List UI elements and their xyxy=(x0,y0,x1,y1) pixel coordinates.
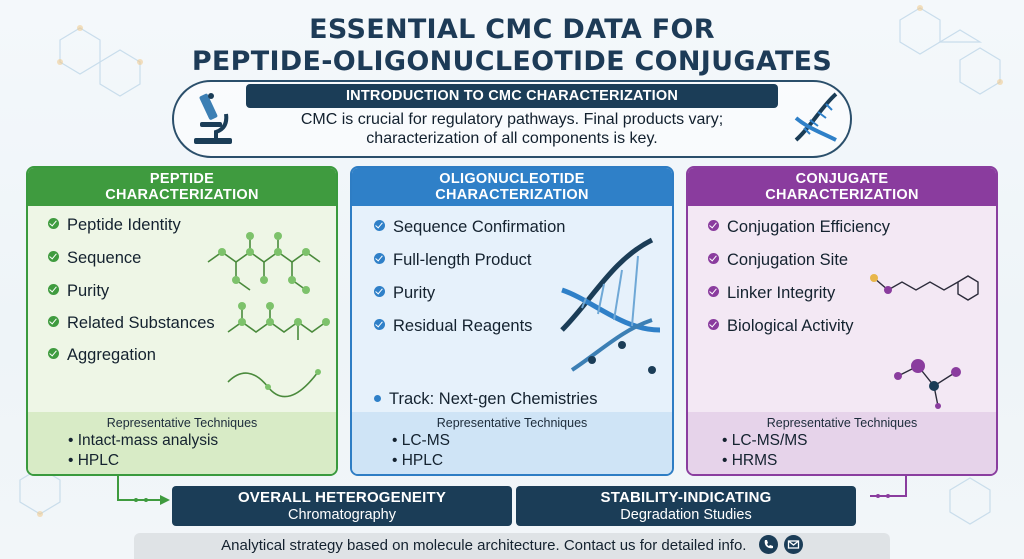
technique-label: HPLC xyxy=(401,452,444,469)
technique-label: Intact-mass analysis xyxy=(77,432,219,449)
peptide-techniques: Representative Techniques • Intact-mass … xyxy=(28,412,336,474)
conjugate-panel-body: Conjugation Efficiency Conjugation Site … xyxy=(688,206,996,412)
intro-line-1: CMC is crucial for regulatory pathways. … xyxy=(300,111,724,128)
peptide-item-label: Purity xyxy=(67,282,110,300)
peptide-item: Sequence xyxy=(48,249,141,268)
peptide-item-label: Sequence xyxy=(67,249,142,267)
peptide-item: Related Substances xyxy=(48,314,215,333)
track-next-gen: Track: Next-gen Chemistries xyxy=(374,390,597,409)
oligo-title-line-1: OLIGONUCLEOTIDE xyxy=(439,171,585,187)
footer-text: Analytical strategy based on molecule ar… xyxy=(221,537,747,554)
dna-icon xyxy=(794,92,838,142)
linker-molecule-illustration xyxy=(870,274,979,409)
conjugate-panel: CONJUGATE CHARACTERIZATION Conjugation E… xyxy=(686,166,998,476)
overall-heterogeneity-box: OVERALL HETEROGENEITY Chromatography xyxy=(172,486,512,526)
intro-text: CMC is crucial for regulatory pathways. … xyxy=(250,110,774,148)
techniques-title: Representative Techniques xyxy=(106,416,258,430)
oligo-item-label: Sequence Confirmation xyxy=(393,218,566,236)
conjugate-item: Conjugation Site xyxy=(708,251,848,270)
oligonucleotide-panel-body: Sequence Confirmation Full-length Produc… xyxy=(352,206,672,412)
microscope-icon xyxy=(194,93,232,144)
phone-icon[interactable] xyxy=(758,535,778,554)
check-icon xyxy=(48,218,59,229)
page-title: ESSENTIAL CMC DATA FOR PEPTIDE-OLIGONUCL… xyxy=(0,14,1024,78)
oligo-item-label: Full-length Product xyxy=(393,251,532,269)
peptide-item-label: Aggregation xyxy=(67,346,156,364)
technique-item: • Intact-mass analysis xyxy=(68,432,219,449)
oligonucleotide-techniques: Representative Techniques • LC-MS • HPLC xyxy=(352,412,672,474)
check-icon xyxy=(48,251,59,262)
technique-label: LC-MS/MS xyxy=(731,432,808,449)
conjugate-item: Biological Activity xyxy=(708,317,854,336)
check-icon xyxy=(708,286,719,297)
conjugate-item-label: Linker Integrity xyxy=(727,284,836,302)
title-line-2: PEPTIDE-OLIGONUCLEOTIDE CONJUGATES xyxy=(191,46,833,77)
check-icon xyxy=(374,319,385,330)
oligo-item-label: Purity xyxy=(393,284,436,302)
peptide-panel: PEPTIDE CHARACTERIZATION Peptide Identit… xyxy=(26,166,338,476)
oligo-item: Sequence Confirmation xyxy=(374,218,565,237)
conjugate-title-line-1: CONJUGATE xyxy=(795,171,889,187)
intro-line-2: characterization of all components is ke… xyxy=(366,130,658,147)
oligo-item: Residual Reagents xyxy=(374,317,532,336)
intro-heading: INTRODUCTION TO CMC CHARACTERIZATION xyxy=(246,84,778,108)
contact-icons xyxy=(757,535,803,559)
technique-item: • HRMS xyxy=(722,452,778,469)
check-icon xyxy=(374,220,385,231)
oligo-item: Full-length Product xyxy=(374,251,532,270)
conjugate-title-line-2: CHARACTERIZATION xyxy=(765,187,919,203)
check-icon xyxy=(374,253,385,264)
check-icon xyxy=(374,286,385,297)
peptide-panel-body: Peptide Identity Sequence Purity Related… xyxy=(28,206,336,412)
bottom-box-title: STABILITY-INDICATING xyxy=(600,489,772,506)
email-icon[interactable] xyxy=(783,535,803,554)
check-icon xyxy=(48,316,59,327)
conjugate-item-label: Conjugation Site xyxy=(727,251,849,269)
conjugate-item: Linker Integrity xyxy=(708,284,835,303)
bottom-box-subtitle: Chromatography xyxy=(288,507,396,523)
conjugate-panel-header: CONJUGATE CHARACTERIZATION xyxy=(688,168,996,206)
peptide-panel-header: PEPTIDE CHARACTERIZATION xyxy=(28,168,336,206)
bullet-icon xyxy=(374,395,381,402)
dna-helix-illustration xyxy=(560,237,661,374)
peptide-item: Peptide Identity xyxy=(48,216,181,235)
technique-item: • LC-MS xyxy=(392,432,450,449)
technique-label: HPLC xyxy=(77,452,120,469)
technique-item: • LC-MS/MS xyxy=(722,432,808,449)
oligonucleotide-panel: OLIGONUCLEOTIDE CHARACTERIZATION Sequenc… xyxy=(350,166,674,476)
technique-label: HRMS xyxy=(731,452,778,469)
peptide-chain-illustration xyxy=(207,232,330,398)
peptide-item: Aggregation xyxy=(48,346,156,365)
stability-indicating-box: STABILITY-INDICATING Degradation Studies xyxy=(516,486,856,526)
oligo-item: Purity xyxy=(374,284,435,303)
conjugate-techniques: Representative Techniques • LC-MS/MS • H… xyxy=(688,412,996,474)
peptide-item-label: Related Substances xyxy=(67,314,215,332)
technique-item: • HPLC xyxy=(68,452,120,469)
check-icon xyxy=(708,319,719,330)
bottom-box-subtitle: Degradation Studies xyxy=(620,507,752,523)
check-icon xyxy=(708,253,719,264)
techniques-title: Representative Techniques xyxy=(766,416,918,430)
peptide-item: Purity xyxy=(48,282,109,301)
conjugate-item-label: Conjugation Efficiency xyxy=(727,218,890,236)
check-icon xyxy=(48,348,59,359)
track-label: Track: Next-gen Chemistries xyxy=(389,390,598,408)
footer: Analytical strategy based on molecule ar… xyxy=(134,533,890,559)
technique-label: LC-MS xyxy=(401,432,450,449)
title-line-1: ESSENTIAL CMC DATA FOR xyxy=(309,14,715,45)
conjugate-item-label: Biological Activity xyxy=(727,317,854,335)
conjugate-item: Conjugation Efficiency xyxy=(708,218,890,237)
bottom-box-title: OVERALL HETEROGENEITY xyxy=(237,489,447,506)
technique-item: • HPLC xyxy=(392,452,444,469)
techniques-title: Representative Techniques xyxy=(436,416,588,430)
peptide-item-label: Peptide Identity xyxy=(67,216,181,234)
oligo-title-line-2: CHARACTERIZATION xyxy=(435,187,589,203)
oligonucleotide-panel-header: OLIGONUCLEOTIDE CHARACTERIZATION xyxy=(352,168,672,206)
check-icon xyxy=(708,220,719,231)
oligo-item-label: Residual Reagents xyxy=(393,317,533,335)
check-icon xyxy=(48,284,59,295)
peptide-title-line-2: CHARACTERIZATION xyxy=(105,187,259,203)
peptide-title-line-1: PEPTIDE xyxy=(149,171,215,187)
